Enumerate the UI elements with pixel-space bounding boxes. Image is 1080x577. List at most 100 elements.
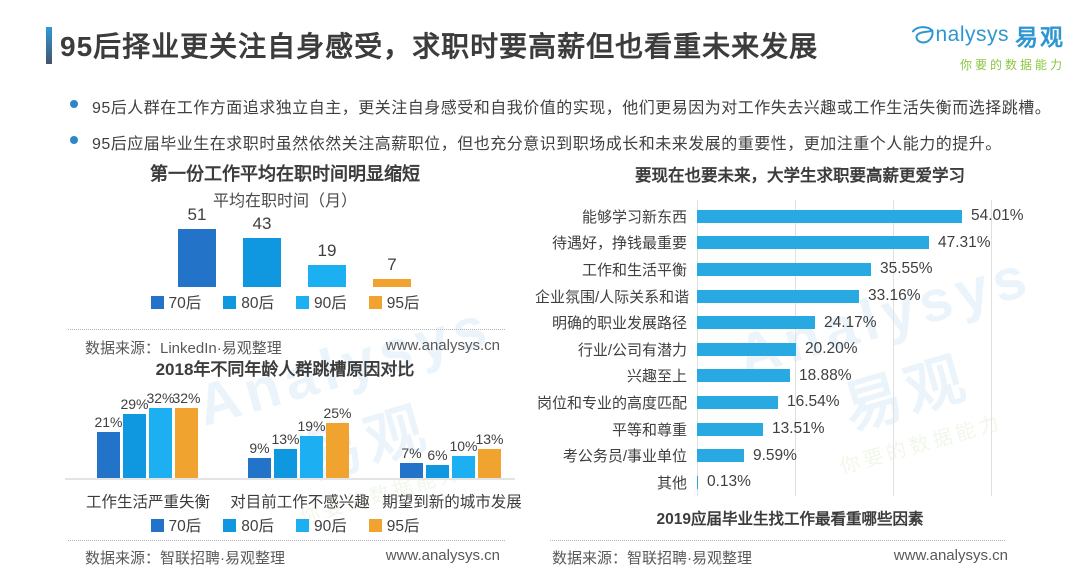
chart1-legend: 70后 80后 90后 95后 bbox=[65, 291, 505, 313]
bar bbox=[478, 449, 501, 478]
hbar-label: 能够学习新东西 bbox=[581, 208, 687, 226]
hbar bbox=[697, 262, 871, 276]
bar bbox=[175, 408, 198, 478]
legend-item: 70后 bbox=[150, 514, 201, 536]
hbar bbox=[697, 209, 962, 223]
chart2-baseline bbox=[65, 478, 515, 480]
legend-swatch bbox=[296, 518, 309, 532]
divider bbox=[68, 540, 505, 541]
bar-value-label: 13% bbox=[271, 431, 300, 447]
chart2-group: 21% 29% 32% 32% bbox=[94, 390, 201, 478]
bar bbox=[452, 456, 475, 478]
chart1-bars: 51 43 19 7 bbox=[178, 205, 411, 287]
bar-group: 32% bbox=[172, 390, 201, 478]
hbar-row: 工作和生活平衡 35.55% bbox=[535, 256, 1055, 283]
hbar-label: 考公务员/事业单位 bbox=[562, 448, 687, 466]
bar bbox=[274, 449, 297, 478]
gridline bbox=[893, 200, 894, 496]
chart2-category: 期望到新的城市发展 bbox=[382, 494, 522, 511]
hbar-row: 企业氛围/人际关系和谐 33.16% bbox=[535, 283, 1055, 310]
bar-value-label: 6% bbox=[427, 447, 448, 463]
legend-swatch bbox=[296, 295, 309, 309]
legend-item: 70后 bbox=[150, 291, 202, 313]
chart2-title: 2018年不同年龄人群跳槽原因对比 bbox=[155, 360, 415, 379]
legend-item: 90后 bbox=[296, 514, 347, 536]
legend-swatch bbox=[150, 518, 164, 532]
hbar-value: 16.54% bbox=[787, 393, 840, 411]
legend-label: 90后 bbox=[314, 295, 347, 312]
hbar-label: 企业氛围/人际关系和谐 bbox=[535, 288, 690, 306]
bar-group: 6% bbox=[426, 406, 449, 478]
hbar-label: 工作和生活平衡 bbox=[581, 261, 687, 279]
legend-swatch bbox=[368, 518, 382, 532]
bar-group: 51 bbox=[178, 205, 216, 287]
bar-group: 7% bbox=[400, 406, 423, 478]
title-accent-bar bbox=[46, 27, 52, 64]
chart2-bars: 21% 29% 32% 32% 9% 13% 19% 25% 7% 6% 10% 13% bbox=[65, 390, 515, 478]
chart3-axis-label: 2019应届毕业生找工作最看重哪些因素 bbox=[656, 511, 924, 528]
hbar-label: 兴趣至上 bbox=[626, 368, 687, 386]
hbar-label: 行业/公司有潜力 bbox=[577, 341, 687, 359]
chart2-legend: 70后 80后 90后 95后 bbox=[65, 514, 505, 536]
hbar-value: 33.16% bbox=[868, 287, 921, 305]
hbar-row: 岗位和专业的高度匹配 16.54% bbox=[535, 389, 1055, 416]
bar-value-label: 25% bbox=[323, 405, 352, 421]
hbar-value: 0.13% bbox=[707, 473, 751, 491]
legend-item: 95后 bbox=[368, 514, 420, 536]
hbar-row: 能够学习新东西 54.01% bbox=[535, 203, 1055, 230]
hbar-row: 待遇好，挣钱最重要 47.31% bbox=[535, 230, 1055, 257]
chart3-source: 数据来源：智联招聘·易观整理 bbox=[552, 550, 752, 567]
bar-value-label: 19 bbox=[317, 241, 337, 260]
hbar-row: 平等和尊重 13.51% bbox=[535, 416, 1055, 443]
hbar-row: 考公务员/事业单位 9.59% bbox=[535, 442, 1055, 469]
legend-swatch bbox=[223, 295, 237, 309]
bar-group: 13% bbox=[475, 406, 504, 478]
hbar-label: 待遇好，挣钱最重要 bbox=[551, 235, 687, 253]
logo-brand-row: nalysys 易观 bbox=[905, 18, 1065, 52]
bar-value-label: 19% bbox=[297, 418, 326, 434]
bar-value-label: 51 bbox=[187, 205, 207, 224]
legend-item: 95后 bbox=[368, 291, 420, 313]
bar bbox=[426, 465, 449, 478]
legend-item: 80后 bbox=[223, 291, 274, 313]
chart3-site: www.analysys.cn bbox=[893, 547, 1008, 564]
page-title: 95后择业更关注自身感受，求职时要高薪但也看重未来发展 bbox=[60, 31, 819, 62]
bullet-icon bbox=[70, 136, 78, 144]
bar bbox=[308, 265, 346, 287]
bar bbox=[123, 414, 146, 478]
bar-group: 19 bbox=[308, 229, 346, 287]
divider bbox=[550, 540, 1005, 541]
bar bbox=[300, 436, 323, 478]
hbar-value: 20.20% bbox=[805, 340, 858, 358]
chart3-rows: 能够学习新东西 54.01% 待遇好，挣钱最重要 47.31% 工作和生活平衡 35.55… bbox=[535, 203, 1055, 496]
bullet-text: 95后人群在工作方面追求独立自主，更关注自身感受和自我价值的实现，他们更易因为对… bbox=[92, 100, 1052, 117]
bar-group: 25% bbox=[323, 405, 352, 478]
bar-group: 29% bbox=[120, 396, 149, 478]
bar bbox=[400, 463, 423, 478]
bar bbox=[243, 238, 281, 287]
hbar-label: 平等和尊重 bbox=[611, 421, 687, 439]
chart1-title: 第一份工作平均在职时间明显缩短 bbox=[150, 164, 420, 184]
bar bbox=[326, 423, 349, 478]
hbar-row: 行业/公司有潜力 20.20% bbox=[535, 336, 1055, 363]
analysys-swoosh-icon bbox=[911, 24, 935, 46]
chart1-site: www.analysys.cn bbox=[385, 337, 500, 354]
analysys-logo: nalysys 易观 你要的数据能力 bbox=[905, 18, 1065, 73]
hbar-value: 54.01% bbox=[971, 207, 1024, 225]
hbar-value: 18.88% bbox=[799, 366, 852, 384]
legend-label: 70后 bbox=[168, 295, 202, 312]
legend-label: 80后 bbox=[241, 295, 274, 312]
hbar-label: 岗位和专业的高度匹配 bbox=[536, 394, 687, 412]
divider bbox=[68, 329, 505, 330]
bar-group: 21% bbox=[94, 406, 123, 478]
chart2-group: 9% 13% 19% 25% bbox=[248, 405, 352, 478]
chart1-source: 数据来源：LinkedIn·易观整理 bbox=[85, 340, 282, 357]
bar bbox=[97, 432, 120, 478]
bar-group: 32% bbox=[146, 390, 175, 478]
legend-item: 90后 bbox=[296, 291, 347, 313]
hbar-row: 其他 0.13% bbox=[535, 469, 1055, 496]
bar-value-label: 9% bbox=[249, 440, 270, 456]
chart2-source: 数据来源：智联招聘·易观整理 bbox=[85, 550, 285, 567]
bar-group: 13% bbox=[271, 406, 300, 478]
